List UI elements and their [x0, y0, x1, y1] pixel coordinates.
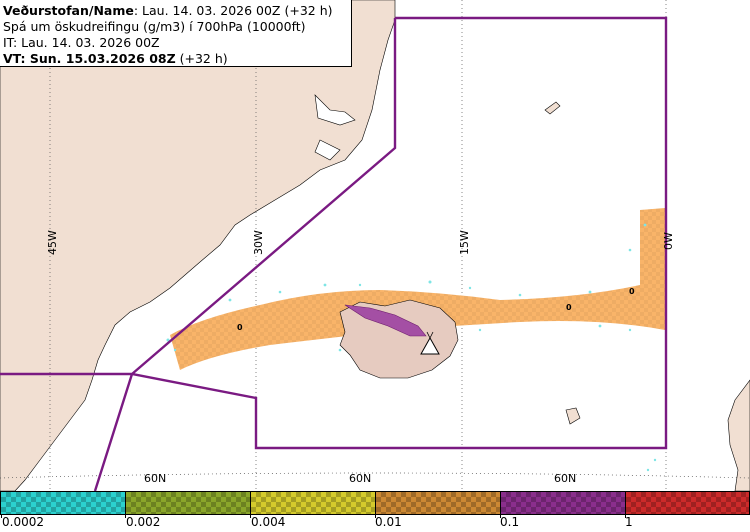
meridian-label: 45W [46, 230, 59, 255]
faroe-islands [565, 407, 581, 425]
advisory-area-outline [0, 16, 668, 491]
colorscale-segment [375, 491, 501, 515]
colorscale-tick-label: 0.01 [375, 515, 402, 529]
norway-coast [727, 379, 750, 491]
parallel-label: 60N [554, 472, 576, 485]
meridian-label: 30W [252, 230, 265, 255]
colorscale-tick-label: 0.0002 [2, 515, 44, 529]
ash-low-speckles [166, 223, 657, 472]
parallel-label: 60N [349, 472, 371, 485]
colorscale-tick [1, 514, 2, 518]
colorscale-tick-label: 0.002 [126, 515, 161, 529]
colorscale-segment [250, 491, 376, 515]
colorscale-tick [625, 514, 626, 518]
greenland-fjord [314, 94, 356, 126]
agency-label: Veðurstofan/Name [3, 3, 134, 18]
meridian-label: 15W [458, 230, 471, 255]
jan-mayen-island [544, 101, 561, 115]
forecast-info-box: Veðurstofan/Name: Lau. 14. 03. 2026 00Z … [0, 0, 352, 67]
forecast-description: Spá um öskudreifingu (g/m3) í 700hPa (10… [3, 19, 306, 34]
ash-plume-high [344, 304, 427, 337]
map-canvas: 45W 30W 15W 0W 60N 60N 60N 0 0 0 [0, 0, 750, 491]
greenland-landmass [0, 0, 396, 491]
valid-time: VT: Sun. 15.03.2026 08Z [3, 51, 176, 66]
colorscale-segment [0, 491, 126, 515]
colorscale-segment [625, 491, 750, 515]
colorscale-segment [125, 491, 251, 515]
concentration-label: 0 [629, 287, 635, 296]
agency-value: : Lau. 14. 03. 2026 00Z (+32 h) [133, 3, 333, 18]
colorscale-tick [500, 514, 501, 518]
concentration-label: 0 [237, 323, 243, 332]
colorscale-tick [375, 514, 376, 518]
parallel-label: 60N [144, 472, 166, 485]
colorscale-tick [125, 514, 126, 518]
valid-time-line: VT: Sun. 15.03.2026 08Z (+32 h) [3, 51, 351, 67]
greenland-fjord-south [314, 139, 341, 161]
colorscale-tick-label: 0.004 [251, 515, 286, 529]
issue-time: IT: Lau. 14. 03. 2026 00Z [3, 35, 160, 50]
meridian-label: 0W [662, 232, 675, 250]
concentration-label: 0 [566, 303, 572, 312]
concentration-colorscale [0, 491, 750, 516]
colorscale-segment [500, 491, 626, 515]
colorscale-tick-label: 0.1 [500, 515, 520, 529]
valid-time-offset: (+32 h) [175, 51, 228, 66]
volcano-icon [420, 331, 440, 355]
agency-line: Veðurstofan/Name: Lau. 14. 03. 2026 00Z … [3, 3, 351, 19]
colorscale-tick-label: 1 [625, 515, 633, 529]
ash-plume-low-overlay [170, 208, 665, 370]
colorscale-tick [250, 514, 251, 518]
